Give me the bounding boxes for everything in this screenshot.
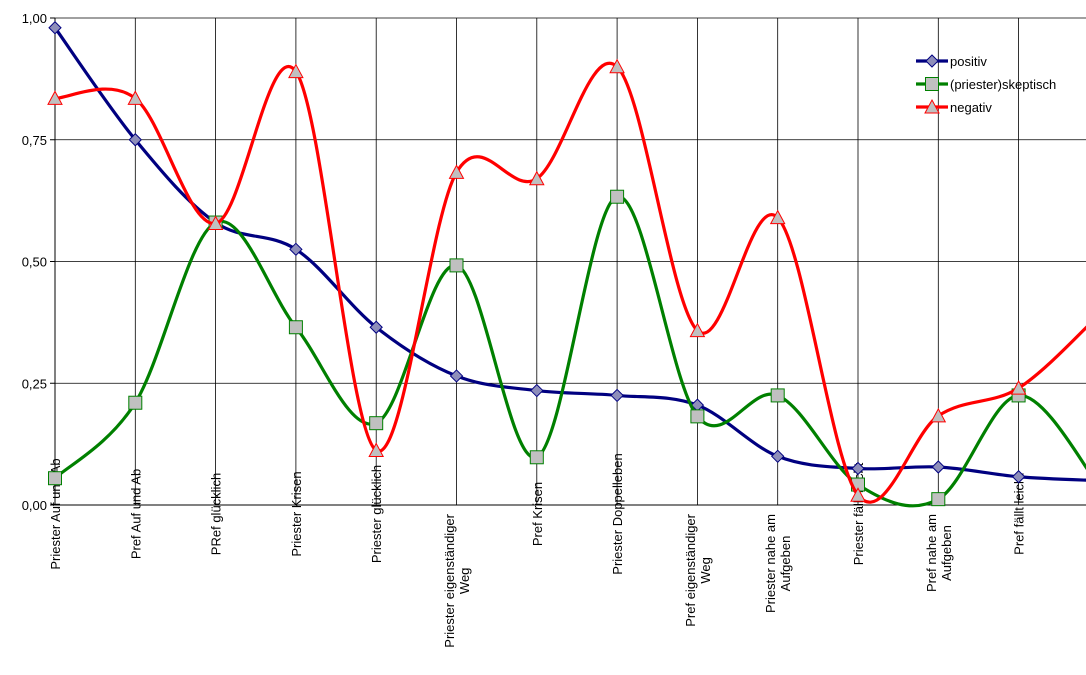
data-point: [1010, 380, 1027, 395]
data-point: [48, 471, 62, 486]
legend-swatch-marker: [925, 54, 939, 68]
y-tick-label: 0,75: [22, 133, 47, 148]
data-point: [530, 383, 544, 398]
series-2: [47, 58, 1086, 504]
data-point: [449, 369, 464, 383]
data-point: [207, 215, 224, 231]
data-point: [369, 416, 384, 431]
grid-lines: [55, 17, 1086, 505]
data-point: [289, 242, 303, 257]
category-label-line: Priester Krisen: [289, 471, 304, 556]
category-labels: Priester Auf und Ab Pref Auf und Ab PRef g…: [48, 453, 1027, 647]
data-point: [368, 442, 385, 457]
legend-item: negativ: [916, 98, 992, 115]
y-tick-label: 0,25: [22, 376, 47, 391]
y-tick-labels: 0,00 0,25 0,50 0,75 1,00: [22, 11, 47, 513]
data-point: [529, 450, 544, 465]
data-point: [770, 449, 785, 464]
data-point: [931, 460, 946, 474]
data-point: [369, 320, 383, 334]
category-label-line: Weg: [698, 557, 713, 584]
data-point: [449, 258, 464, 273]
category-label-line: Pref nahe am: [924, 514, 939, 592]
category-label: Priester nahe amAufgeben: [763, 514, 793, 613]
data-point: [288, 63, 304, 79]
data-point: [769, 209, 786, 225]
data-point: [48, 21, 62, 35]
data-point: [128, 133, 143, 147]
y-tick-label: 0,50: [22, 255, 47, 270]
data-point: [448, 164, 465, 179]
data-point: [528, 170, 545, 186]
category-label: Priester Doppelleben: [610, 453, 625, 574]
data-point: [609, 58, 625, 74]
series-1: [48, 189, 1086, 508]
category-label: Priester Auf und Ab: [48, 458, 63, 569]
data-point: [128, 395, 143, 410]
legend: positiv (priester)skeptisch negativ: [916, 54, 1056, 115]
data-point: [47, 90, 63, 105]
category-label-line: Priester nahe am: [763, 514, 778, 613]
data-point: [689, 322, 706, 338]
category-label-line: PRef glücklich: [209, 473, 224, 555]
data-point: [851, 461, 865, 476]
category-label-line: Pref Auf und Ab: [128, 469, 143, 559]
category-label-line: Priester eigenständiger: [442, 513, 457, 647]
category-label: Priester Krisen: [289, 471, 304, 556]
category-label: Pref Krisen: [530, 482, 545, 546]
legend-item: (priester)skeptisch: [916, 77, 1056, 92]
data-point: [288, 320, 303, 335]
data-point: [930, 407, 947, 423]
category-label: Pref eigenständigerWeg: [683, 513, 713, 626]
data-point: [690, 409, 705, 424]
series-line: [53, 26, 1086, 482]
category-label: Pref fällt leicht: [1012, 473, 1027, 555]
data-point: [610, 388, 624, 403]
legend-swatch-marker: [924, 98, 940, 114]
data-point: [127, 90, 144, 105]
category-label: Pref nahe amAufgeben: [924, 514, 954, 592]
legend-label: positiv: [950, 54, 987, 69]
series-layer: [47, 21, 1086, 508]
legend-swatch-marker: [925, 77, 939, 91]
data-point: [610, 189, 625, 204]
category-label-line: Priester Doppelleben: [610, 453, 625, 574]
data-point: [1011, 470, 1026, 484]
series-line: [53, 195, 1086, 508]
category-label-line: Priester Auf und Ab: [48, 458, 63, 569]
data-point: [931, 492, 946, 507]
y-tick-label: 0,00: [22, 498, 47, 513]
category-label-line: Aufgeben: [939, 525, 954, 581]
series-line: [54, 61, 1086, 504]
category-label-line: Pref fällt leicht: [1012, 473, 1027, 555]
category-label: Pref Auf und Ab: [128, 469, 143, 559]
y-tick-label: 1,00: [22, 11, 47, 26]
category-label: PRef glücklich: [209, 473, 224, 555]
category-label: Priester eigenständigerWeg: [442, 513, 472, 647]
data-point: [770, 388, 785, 403]
category-label-line: Pref eigenständiger: [683, 513, 698, 626]
category-label: Priester glücklich: [369, 465, 384, 563]
category-label-line: Weg: [457, 568, 472, 595]
data-point: [850, 487, 866, 502]
category-label-line: Pref Krisen: [530, 482, 545, 546]
category-label-line: Priester glücklich: [369, 465, 384, 563]
legend-label: negativ: [950, 100, 992, 115]
category-label-line: Aufgeben: [778, 536, 793, 592]
legend-item: positiv: [916, 54, 987, 69]
legend-label: (priester)skeptisch: [950, 77, 1056, 92]
